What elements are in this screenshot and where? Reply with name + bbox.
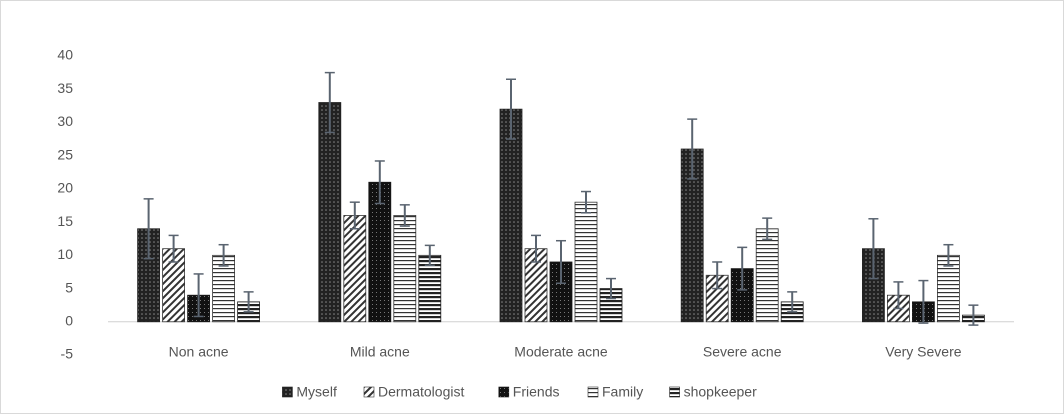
- legend-label: shopkeeper: [684, 384, 758, 400]
- error-bar: [374, 160, 385, 205]
- y-tick-label: 5: [65, 279, 73, 295]
- y-tick-label: 10: [57, 246, 73, 262]
- error-bar: [168, 234, 179, 263]
- error-bar: [787, 291, 798, 313]
- legend-swatch: [363, 386, 375, 398]
- y-tick-label: 15: [57, 213, 73, 229]
- bar: [393, 215, 417, 323]
- y-tick-label: -5: [61, 346, 74, 362]
- legend-label: Dermatologist: [378, 384, 464, 400]
- legend-swatch: [669, 386, 680, 398]
- y-tick-label: 30: [57, 113, 73, 129]
- bar: [343, 215, 367, 323]
- y-tick-label: 35: [57, 80, 73, 96]
- error-bar: [943, 243, 954, 267]
- error-bar: [868, 218, 879, 280]
- bar: [318, 102, 342, 323]
- x-tick-label: Severe acne: [703, 344, 782, 360]
- error-bar: [399, 204, 410, 227]
- error-bar: [531, 234, 541, 263]
- error-bar: [218, 243, 229, 267]
- error-bar: [581, 190, 591, 214]
- y-tick-label: 0: [65, 312, 73, 328]
- error-bar: [143, 198, 154, 260]
- error-bar: [556, 239, 566, 284]
- error-bar: [424, 244, 435, 267]
- error-bar: [506, 78, 516, 140]
- legend-label: Friends: [513, 384, 560, 400]
- bar: [755, 228, 779, 323]
- error-bar: [687, 118, 698, 180]
- y-tick-label: 40: [57, 47, 73, 63]
- x-tick-label: Moderate acne: [514, 344, 608, 360]
- error-bar: [737, 246, 748, 291]
- error-bar: [324, 71, 335, 134]
- error-bar: [193, 273, 204, 318]
- y-tick-label: 20: [57, 180, 73, 196]
- legend-swatch: [587, 386, 599, 398]
- error-bar: [243, 291, 254, 313]
- error-bar: [893, 281, 904, 310]
- x-tick-label: Very Severe: [885, 344, 961, 360]
- legend-label: Myself: [296, 384, 337, 400]
- error-bar: [918, 279, 929, 324]
- bar: [574, 201, 598, 323]
- error-bar: [968, 304, 979, 326]
- legend-label: Family: [602, 384, 643, 400]
- y-tick-label: 25: [57, 146, 73, 162]
- error-bar: [349, 201, 360, 230]
- x-tick-label: Mild acne: [350, 344, 410, 360]
- legend-swatch: [282, 386, 293, 398]
- legend-swatch: [498, 386, 510, 398]
- x-tick-label: Non acne: [169, 344, 229, 360]
- error-bar: [762, 217, 773, 241]
- error-bar: [606, 277, 616, 300]
- bar: [499, 108, 523, 323]
- error-bar: [712, 261, 723, 290]
